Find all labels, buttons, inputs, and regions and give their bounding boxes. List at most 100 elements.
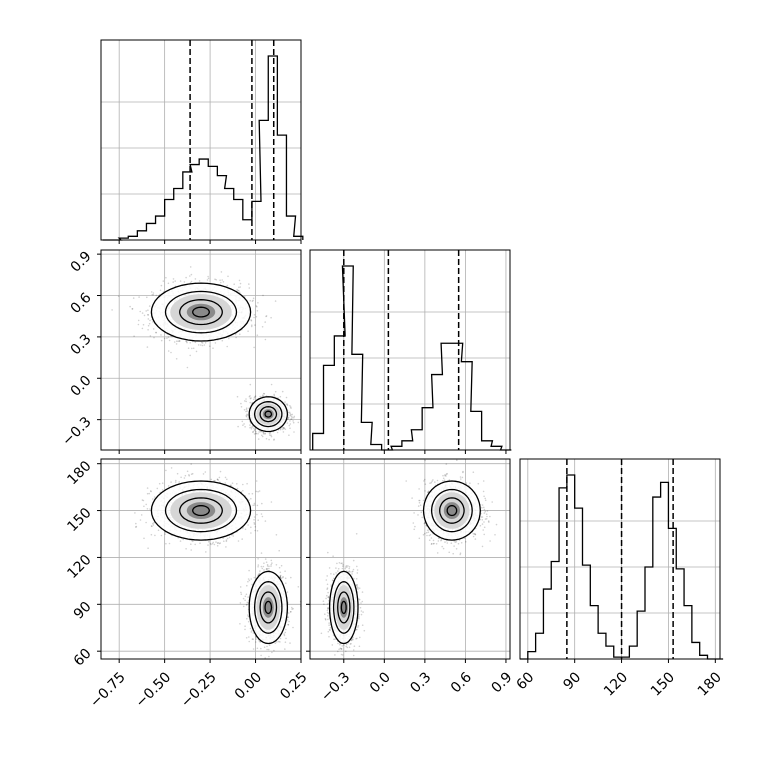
- scatter-p1-p3-point: [252, 648, 255, 650]
- scatter-p1-p2-point: [148, 322, 151, 325]
- scatter-p1-p2-point: [138, 296, 140, 298]
- scatter-p1-p3-point: [150, 533, 153, 536]
- scatter-p1-p2-point: [273, 439, 275, 441]
- scatter-p1-p2-point: [233, 283, 235, 286]
- scatter-p1-p2-point: [262, 431, 265, 434]
- scatter-p1-p2-point: [274, 300, 277, 302]
- scatter-p1-p2-point: [255, 305, 258, 308]
- scatter-p1-p3-point: [253, 504, 256, 506]
- scatter-p1-p3-point: [278, 549, 281, 552]
- scatter-p1-p3-point: [255, 480, 258, 482]
- scatter-p1-p3-point: [184, 474, 187, 477]
- scatter-p1-p2-point: [194, 341, 197, 344]
- scatter-p1-p3-point: [257, 558, 259, 560]
- scatter-p1-p3-point: [146, 487, 149, 489]
- scatter-p1-p2-point: [236, 288, 238, 291]
- scatter-p1-p2-point: [265, 315, 267, 318]
- scatter-p1-p3-point: [247, 524, 249, 526]
- scatter-p1-p2-point: [148, 305, 151, 307]
- scatter-p1-p3-point: [152, 522, 154, 525]
- scatter-p1-p2-point: [132, 297, 135, 299]
- scatter-p1-p2-point: [185, 340, 188, 343]
- scatter-p1-p2-point: [282, 428, 284, 431]
- scatter-p1-p2-point: [286, 403, 289, 406]
- scatter-p1-p3-point: [151, 525, 153, 528]
- scatter-p1-p3-point: [157, 529, 160, 532]
- scatter-p1-p3-point: [263, 646, 266, 648]
- scatter-p1-p2-point: [207, 275, 209, 278]
- scatter-p1-p2-point: [262, 294, 264, 297]
- scatter-p1-p3-point: [141, 499, 144, 501]
- scatter-p1-p3-point: [253, 502, 256, 505]
- scatter-p1-p2-point: [189, 354, 191, 357]
- scatter-p1-p3-point: [185, 548, 187, 550]
- scatter-p1-p3-point: [178, 481, 180, 483]
- scatter-p1-p2-point: [201, 344, 204, 347]
- scatter-p1-p3-point: [143, 537, 145, 540]
- scatter-p1-p3-point: [253, 522, 255, 524]
- scatter-p1-p3-point: [254, 529, 256, 532]
- scatter-p1-p2-point: [261, 434, 263, 437]
- scatter-p1-p3-point: [224, 482, 226, 484]
- scatter-p1-p3-point: [218, 542, 221, 545]
- scatter-p1-p2-point: [235, 336, 237, 339]
- scatter-p1-p3-point: [260, 513, 263, 515]
- scatter-p1-p3-point: [161, 489, 164, 491]
- scatter-p1-p2-point: [243, 423, 245, 425]
- scatter-p1-p3-point: [145, 503, 147, 506]
- scatter-p1-p3-point: [134, 512, 136, 514]
- scatter-p1-p2-point: [256, 334, 259, 337]
- scatter-p1-p2-point: [141, 327, 144, 330]
- scatter-p1-p2-point: [146, 346, 149, 348]
- scatter-p1-p3-point: [250, 497, 252, 500]
- scatter-p1-p3-point: [284, 570, 286, 572]
- scatter-p1-p3-point: [148, 492, 150, 495]
- scatter-p1-p2-point: [253, 314, 256, 316]
- scatter-p1-p3-point: [215, 541, 217, 543]
- scatter-p1-p3-point: [213, 543, 216, 546]
- scatter-p1-p2-point: [268, 432, 271, 435]
- scatter-p1-p2-point: [257, 432, 259, 435]
- scatter-p1-p2-point: [137, 319, 140, 322]
- scatter-p1-p3-point: [266, 648, 268, 651]
- scatter-p1-p2-point: [282, 426, 285, 429]
- scatter-p1-p3-point: [225, 540, 228, 543]
- scatter-p1-p3-point: [153, 496, 156, 498]
- scatter-p1-p3-point: [154, 534, 156, 537]
- scatter-p1-p3-point: [275, 534, 278, 536]
- scatter-p1-p2-point: [292, 420, 294, 422]
- scatter-p1-p2-point: [204, 342, 207, 344]
- scatter-p1-p2-point: [270, 434, 272, 437]
- scatter-p1-p3-point: [240, 593, 243, 595]
- scatter-p1-p3-point: [226, 478, 228, 481]
- scatter-p1-p2-point: [261, 326, 264, 328]
- scatter-p1-p3-point: [219, 470, 222, 473]
- scatter-p1-p3-point: [285, 637, 287, 640]
- scatter-p1-p2-point: [175, 358, 178, 360]
- scatter-p1-p3-point: [256, 530, 259, 532]
- scatter-p1-p2-point: [147, 329, 149, 331]
- scatter-p1-p3-point: [244, 528, 247, 531]
- scatter-p1-p2-point: [238, 286, 240, 289]
- scatter-p1-p3-point: [271, 651, 273, 654]
- scatter-p1-p2-point: [245, 410, 247, 413]
- scatter-p1-p3-point: [224, 476, 227, 479]
- scatter-p1-p2-point: [190, 280, 193, 283]
- scatter-p1-p2-point: [256, 310, 259, 312]
- scatter-p1-p3-point: [190, 463, 192, 465]
- scatter-p1-p2-point: [297, 421, 300, 424]
- scatter-p1-p2-point: [189, 266, 192, 268]
- scatter-p1-p2-point: [150, 291, 153, 293]
- scatter-p1-p2-point: [147, 314, 149, 316]
- scatter-p1-p3-point: [282, 576, 284, 578]
- scatter-p1-p3-point: [247, 578, 250, 580]
- scatter-p1-p3-point: [236, 483, 238, 485]
- scatter-p1-p3-point: [247, 620, 250, 623]
- scatter-p1-p2-point: [221, 339, 224, 342]
- scatter-p1-p3-point: [284, 641, 287, 643]
- scatter-p1-p3-point: [254, 526, 257, 528]
- scatter-p1-p3-point: [242, 605, 245, 608]
- scatter-p1-p3-point: [145, 521, 147, 524]
- scatter-p1-p3-point: [152, 524, 155, 526]
- scatter-p1-p3-point: [190, 473, 193, 476]
